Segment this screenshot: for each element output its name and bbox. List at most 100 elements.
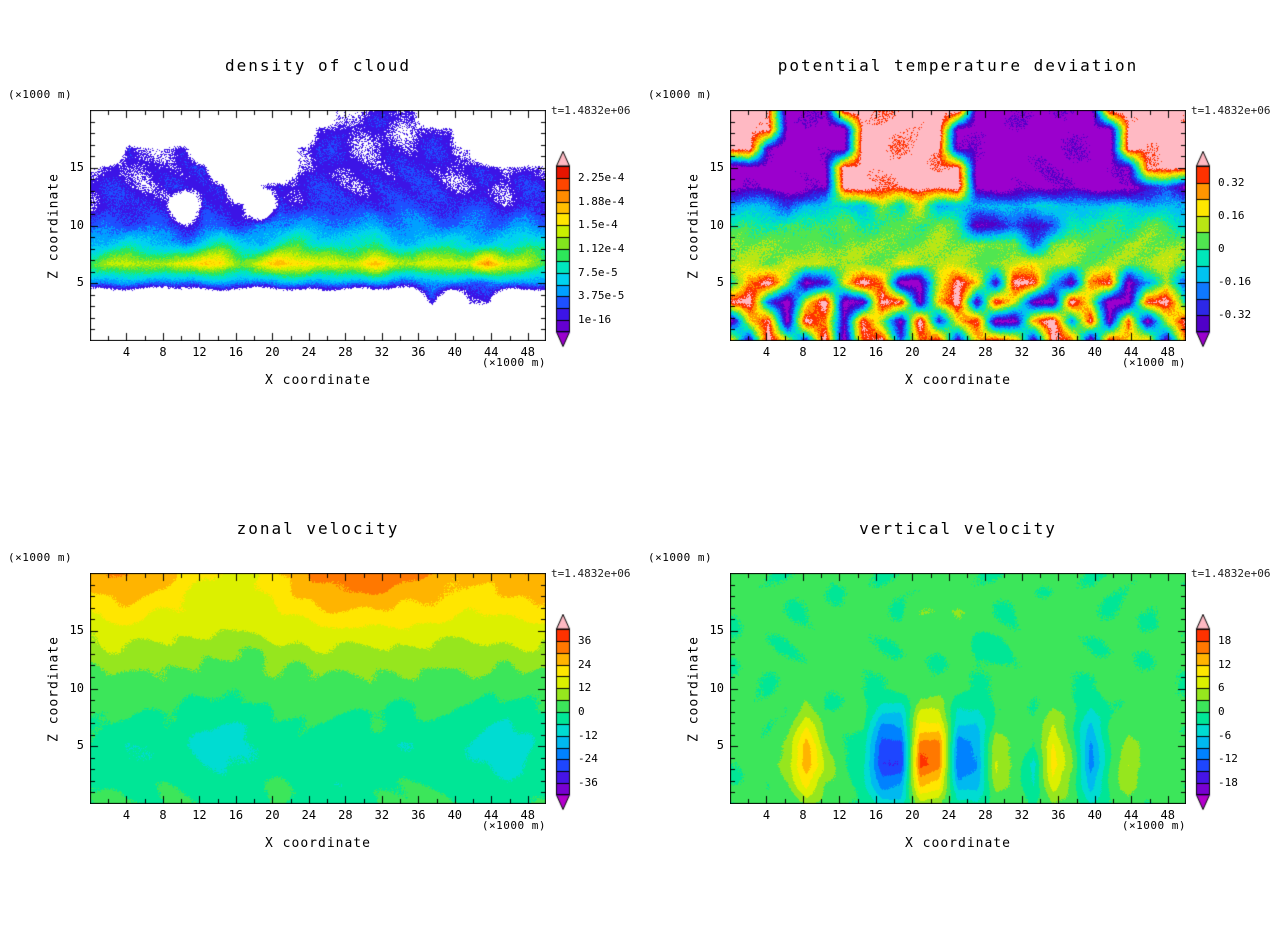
y-tick-label: 15 xyxy=(69,622,84,637)
x-tick-label: 48 xyxy=(1160,345,1175,359)
x-tick-label: 32 xyxy=(374,345,390,359)
colorbar-label: 2.25e-4 xyxy=(578,170,625,184)
colorbar-label: -12 xyxy=(1218,752,1238,766)
x-tick-label: 24 xyxy=(941,345,957,359)
colorbar-label: -18 xyxy=(1218,776,1238,790)
z-axis-unit: (×1000 m) xyxy=(8,88,73,101)
y-tick-label: 5 xyxy=(76,275,84,290)
colorbar-label: 12 xyxy=(1218,657,1232,671)
x-tick-label: 12 xyxy=(192,345,207,359)
x-tick-label: 36 xyxy=(1051,345,1066,359)
x-tick-label: 28 xyxy=(978,345,993,359)
x-tick-label: 20 xyxy=(265,808,280,822)
x-tick-label: 36 xyxy=(411,808,426,822)
time-label: t=1.4832e+06 xyxy=(1191,104,1271,117)
x-tick-label: 48 xyxy=(1160,808,1175,822)
colorbar-label: 7.5e-5 xyxy=(578,265,618,279)
colorbar-label: 0 xyxy=(1218,242,1225,255)
x-tick-label: 16 xyxy=(868,345,884,359)
x-tick-label: 8 xyxy=(799,808,807,822)
chart-title: vertical velocity xyxy=(859,519,1057,538)
colorbar-label: 36 xyxy=(578,633,592,647)
x-axis-unit: (×1000 m) xyxy=(1121,356,1186,369)
x-tick-label: 48 xyxy=(520,808,535,822)
y-tick-label: 5 xyxy=(716,275,724,290)
colorbar-label: 24 xyxy=(578,657,592,671)
contour-field-canvas xyxy=(730,110,1186,341)
colorbar-label: -12 xyxy=(578,728,598,742)
x-tick-label: 44 xyxy=(1124,345,1139,359)
x-tick-label: 16 xyxy=(868,808,884,822)
x-tick-label: 8 xyxy=(799,345,807,359)
colorbar-canvas xyxy=(1193,151,1213,348)
colorbar-label: 0 xyxy=(578,705,585,718)
contour-field-canvas xyxy=(730,573,1186,804)
colorbar-label: 1.88e-4 xyxy=(578,194,625,208)
x-tick-label: 20 xyxy=(905,808,920,822)
panel-potential-temperature-deviation: potential temperature deviation (×1000 m… xyxy=(640,0,1280,463)
panel-vertical-velocity: vertical velocity (×1000 m) t=1.4832e+06… xyxy=(640,463,1280,926)
y-tick-label: 5 xyxy=(716,738,724,753)
y-tick-label: 15 xyxy=(709,159,724,174)
x-tick-label: 28 xyxy=(338,808,353,822)
x-tick-label: 12 xyxy=(192,808,207,822)
chart-title: density of cloud xyxy=(224,56,412,75)
x-tick-label: 4 xyxy=(122,808,131,822)
y-tick-label: 10 xyxy=(709,217,724,232)
x-tick-label: 4 xyxy=(122,345,131,359)
colorbar-label: 6 xyxy=(1218,681,1225,695)
chart-title: potential temperature deviation xyxy=(777,56,1139,75)
x-tick-label: 40 xyxy=(1087,345,1103,359)
x-tick-label: 20 xyxy=(265,345,280,359)
x-tick-label: 28 xyxy=(978,808,993,822)
x-tick-label: 40 xyxy=(447,808,463,822)
x-tick-label: 44 xyxy=(1124,808,1139,822)
x-axis-unit: (×1000 m) xyxy=(481,356,546,369)
colorbar-label: 1e-16 xyxy=(578,313,612,327)
contour-field-canvas xyxy=(90,110,546,341)
colorbar-label: 3.75e-5 xyxy=(578,289,625,303)
x-tick-label: 16 xyxy=(228,345,244,359)
colorbar-label: -6 xyxy=(1218,728,1232,742)
colorbar-canvas xyxy=(553,614,573,811)
y-tick-label: 10 xyxy=(69,217,84,232)
x-tick-label: 44 xyxy=(484,808,499,822)
panel-zonal-velocity: zonal velocity (×1000 m) t=1.4832e+06 Z … xyxy=(0,463,640,926)
x-tick-label: 40 xyxy=(447,345,463,359)
y-tick-label: 15 xyxy=(69,159,84,174)
y-tick-label: 10 xyxy=(69,680,84,695)
z-axis-unit: (×1000 m) xyxy=(648,88,713,101)
x-axis-label: X coordinate xyxy=(265,373,371,388)
x-axis-label: X coordinate xyxy=(905,373,1011,388)
x-tick-label: 4 xyxy=(762,808,771,822)
x-tick-label: 24 xyxy=(941,808,957,822)
colorbar-label: 0.32 xyxy=(1218,175,1245,189)
x-tick-label: 40 xyxy=(1087,808,1103,822)
x-axis-label: X coordinate xyxy=(265,836,371,851)
y-tick-label: 15 xyxy=(709,622,724,637)
x-tick-label: 32 xyxy=(374,808,390,822)
x-tick-label: 4 xyxy=(762,345,771,359)
x-tick-label: 24 xyxy=(301,808,317,822)
x-tick-label: 12 xyxy=(832,808,847,822)
colorbar-label: 1.12e-4 xyxy=(578,242,625,255)
x-tick-label: 24 xyxy=(301,345,317,359)
panel-density-of-cloud: density of cloud (×1000 m) t=1.4832e+06 … xyxy=(0,0,640,463)
x-tick-label: 28 xyxy=(338,345,353,359)
x-axis-unit: (×1000 m) xyxy=(1121,819,1186,832)
x-tick-label: 16 xyxy=(228,808,244,822)
time-label: t=1.4832e+06 xyxy=(551,567,631,580)
colorbar-label: 18 xyxy=(1218,633,1232,647)
x-tick-label: 32 xyxy=(1014,808,1030,822)
colorbar-label: -24 xyxy=(578,752,598,766)
time-label: t=1.4832e+06 xyxy=(551,104,631,117)
x-tick-label: 20 xyxy=(905,345,920,359)
z-axis-unit: (×1000 m) xyxy=(8,551,73,564)
x-tick-label: 36 xyxy=(411,345,426,359)
colorbar-label: 1.5e-4 xyxy=(578,218,618,232)
x-tick-label: 8 xyxy=(159,345,167,359)
x-tick-label: 36 xyxy=(1051,808,1066,822)
colorbar-label: -36 xyxy=(578,776,598,790)
x-axis-label: X coordinate xyxy=(905,836,1011,851)
colorbar-canvas xyxy=(1193,614,1213,811)
